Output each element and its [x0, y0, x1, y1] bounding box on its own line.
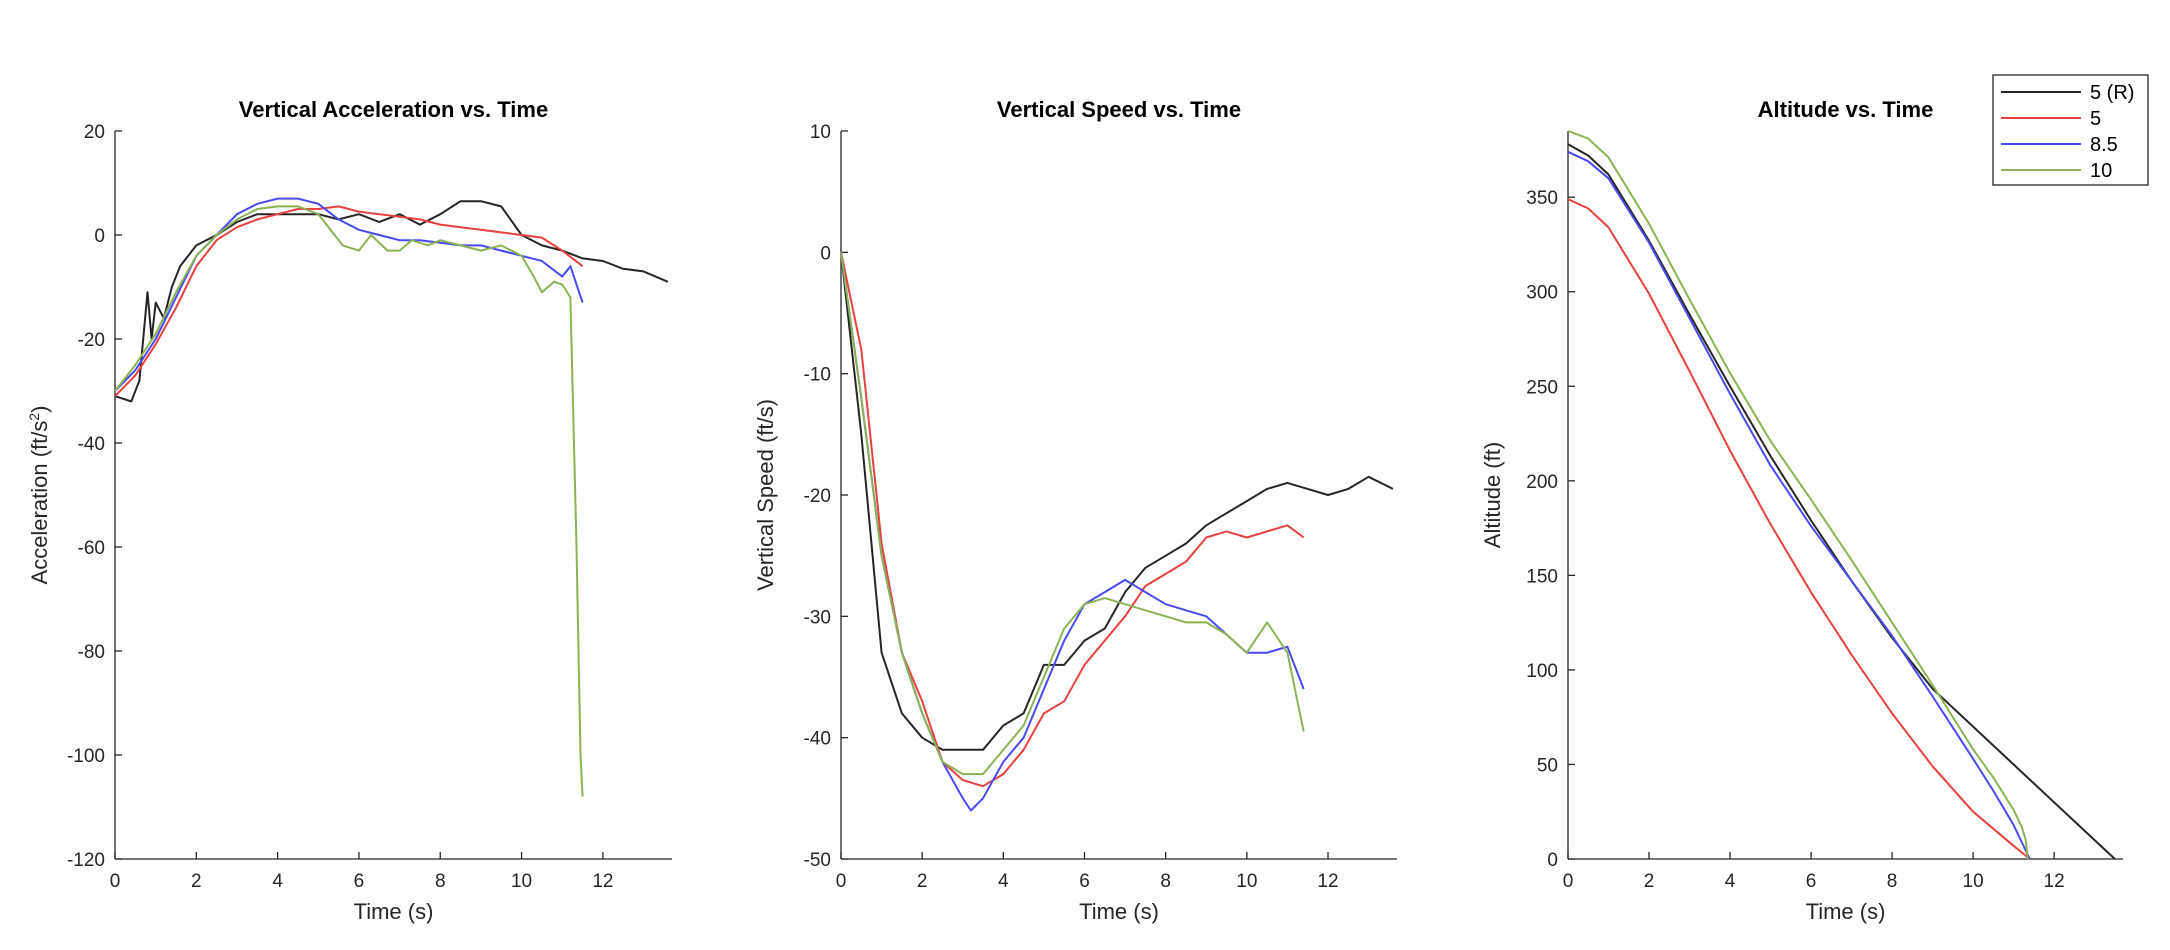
- x-tick-label: 0: [836, 871, 847, 892]
- y-tick-label: 250: [1526, 377, 1558, 398]
- x-tick-label: 4: [998, 871, 1009, 892]
- x-tick-label: 6: [354, 871, 365, 892]
- y-tick-label: 200: [1526, 472, 1558, 493]
- x-tick-label: 8: [1887, 871, 1898, 892]
- y-tick-label: 300: [1526, 283, 1558, 304]
- y-tick-label: 150: [1526, 566, 1558, 587]
- x-tick-label: 6: [1079, 871, 1090, 892]
- y-tick-label: -80: [78, 642, 105, 663]
- y-axis-label: Acceleration (ft/s2): [26, 406, 52, 585]
- y-tick-label: 10: [810, 122, 831, 143]
- series-line-3: [840, 252, 1305, 812]
- y-tick-label: -20: [78, 330, 105, 351]
- chart-panel-2: 0 2 4 6 8 10 12 -50 -40 -30 -20 -10 0 10 Vertical Spee…: [753, 97, 1397, 924]
- y-axis-label-superscript: 2: [26, 413, 42, 421]
- chart-panel-3: 0 2 4 6 8 10 12 0 50 100 150 200 250 300 350 Altitude v…: [1480, 97, 2123, 924]
- y-axis-label: Altitude (ft): [1480, 442, 1505, 548]
- y-tick-label: -40: [78, 434, 105, 455]
- y-tick-label: 0: [94, 226, 105, 247]
- x-tick-label: 2: [1644, 871, 1655, 892]
- x-tick-label: 10: [511, 871, 532, 892]
- y-tick-label: -30: [804, 607, 831, 628]
- series-line-1: [114, 200, 669, 403]
- y-tick-label: -10: [804, 365, 831, 386]
- x-tick-label: 4: [272, 871, 283, 892]
- series-line-3: [114, 197, 584, 392]
- legend-label: 10: [2090, 160, 2112, 182]
- y-tick-label: 0: [1547, 850, 1558, 871]
- x-tick-label: 0: [110, 871, 121, 892]
- legend-box: [1992, 74, 2149, 186]
- x-tick-label: 12: [2044, 871, 2065, 892]
- x-tick-label: 4: [1725, 871, 1736, 892]
- y-axis-label-main: Acceleration (ft/s: [27, 421, 52, 585]
- chart-title: Altitude vs. Time: [1758, 97, 1934, 122]
- x-tick-label: 0: [1563, 871, 1574, 892]
- series-line-4: [1567, 130, 2029, 860]
- y-tick-label: -100: [67, 746, 105, 767]
- y-tick-label: -40: [804, 729, 831, 750]
- y-tick-label: 350: [1526, 188, 1558, 209]
- y-tick-label: -120: [67, 850, 105, 871]
- x-tick-label: 8: [1160, 871, 1171, 892]
- y-axis-label: Vertical Speed (ft/s): [753, 399, 778, 591]
- x-axis-label: Time (s): [354, 899, 434, 924]
- y-tick-label: 50: [1537, 755, 1558, 776]
- legend-label: 5 (R): [2090, 82, 2134, 104]
- legend-label: 5: [2090, 108, 2101, 130]
- x-tick-label: 12: [1317, 871, 1338, 892]
- chart-title: Vertical Speed vs. Time: [997, 97, 1241, 122]
- series-line-1: [1567, 143, 2116, 860]
- x-tick-label: 10: [1963, 871, 1984, 892]
- y-tick-label: -20: [804, 486, 831, 507]
- x-tick-label: 2: [917, 871, 928, 892]
- y-tick-label: -50: [804, 850, 831, 871]
- y-axis-label-end: ): [27, 406, 52, 413]
- legend-label: 8.5: [2090, 134, 2118, 156]
- y-tick-label: 0: [820, 243, 831, 264]
- legend: 5 (R) 5 8.5 10: [1992, 74, 2149, 186]
- x-tick-label: 12: [592, 871, 613, 892]
- x-tick-label: 6: [1806, 871, 1817, 892]
- chart-panel-1: 0 2 4 6 8 10 12 -120 -100 -80 -60 -40 -20 0 20 Vertical…: [26, 97, 672, 924]
- series-line-2: [114, 205, 584, 397]
- y-tick-label: 20: [84, 122, 105, 143]
- x-tick-label: 10: [1236, 871, 1257, 892]
- x-tick-label: 2: [191, 871, 202, 892]
- series-line-4: [840, 252, 1305, 776]
- series-line-3: [1567, 150, 2031, 860]
- series-line-1: [840, 252, 1394, 751]
- series-line-2: [1567, 198, 2031, 860]
- series-line-2: [840, 252, 1305, 788]
- x-axis-label: Time (s): [1806, 899, 1886, 924]
- series-line-4: [114, 205, 584, 797]
- chart-title: Vertical Acceleration vs. Time: [239, 97, 548, 122]
- x-axis-label: Time (s): [1079, 899, 1159, 924]
- y-tick-label: -60: [78, 538, 105, 559]
- y-tick-label: 100: [1526, 661, 1558, 682]
- x-tick-label: 8: [435, 871, 446, 892]
